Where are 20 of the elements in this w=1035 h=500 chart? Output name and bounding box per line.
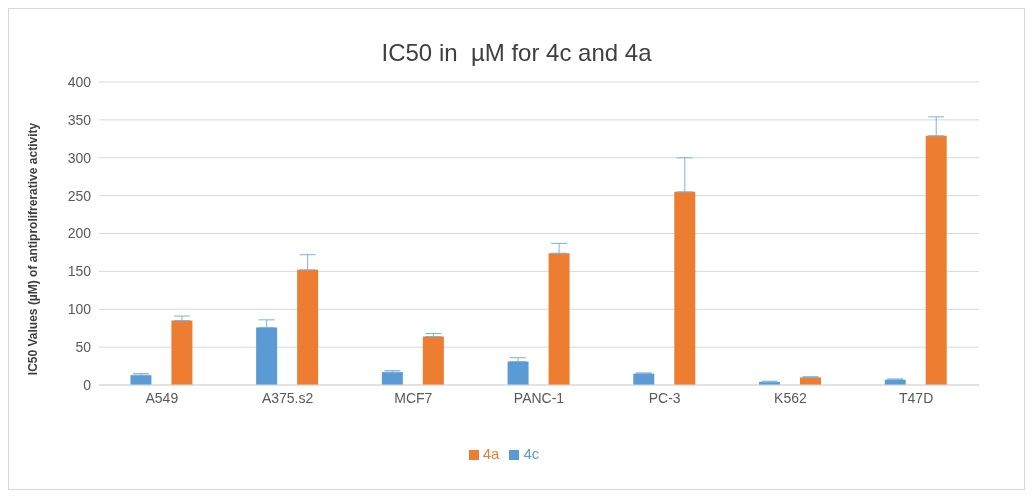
y-tick-label: 200	[67, 225, 92, 242]
x-tick-label: K562	[774, 389, 807, 406]
chart-title: IC50 in µM for 4c and 4a	[380, 39, 653, 67]
y-tick-label: 100	[67, 301, 92, 318]
y-tick-label: 250	[67, 187, 92, 204]
x-tick-label: A375.s2	[261, 389, 314, 406]
y-tick-label: 0	[83, 376, 92, 393]
x-tick-label: PANC-1	[513, 389, 565, 406]
y-tick-label: 300	[67, 149, 92, 166]
y-tick-label: 150	[67, 263, 92, 280]
y-axis-title: IC50 Values (µM) of antiprolifrerative activity	[26, 122, 41, 376]
x-tick-label: PC-3	[648, 389, 681, 406]
y-tick-label: 400	[67, 73, 92, 90]
y-tick-label: 50	[75, 339, 92, 356]
x-tick-label: T47D	[899, 389, 934, 406]
legend-label: 4a	[482, 445, 500, 462]
x-tick-label: MCF7	[394, 389, 433, 406]
y-tick-label: 350	[67, 111, 92, 128]
legend-label: 4c	[523, 445, 540, 462]
x-tick-label: A549	[145, 389, 179, 406]
